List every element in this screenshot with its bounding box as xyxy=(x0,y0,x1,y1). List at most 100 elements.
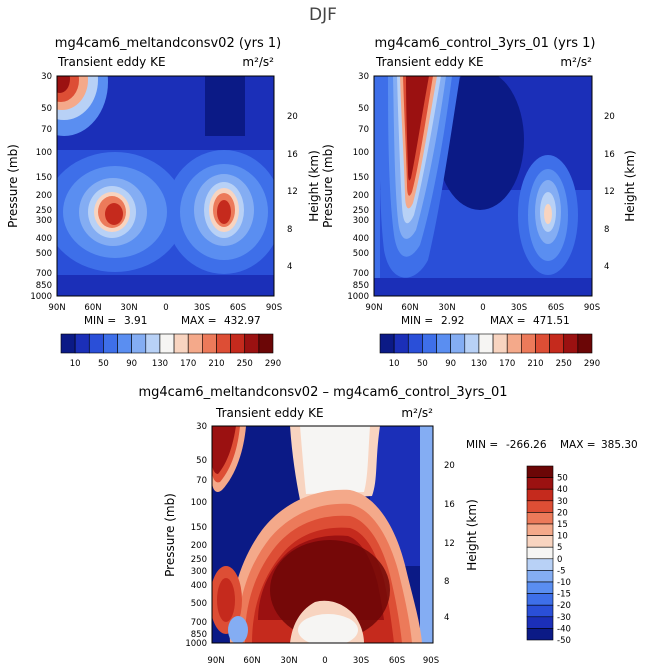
cb1-swatch-3 xyxy=(103,333,118,354)
cb2-swatch-9 xyxy=(506,333,522,354)
panel-3-title: mg4cam6_meltandconsv02 – mg4cam6_control… xyxy=(138,385,507,400)
p2-p-tick-250: 250 xyxy=(353,206,369,216)
cb1-swatch-9 xyxy=(187,333,203,354)
cb3-label-40: 40 xyxy=(557,485,568,495)
p2-x-tick-30n: 30N xyxy=(438,303,455,313)
cb3-swatch-13 xyxy=(526,616,554,629)
cb3-label-20: 20 xyxy=(557,508,568,518)
p1-p-tick-100: 100 xyxy=(36,148,52,158)
p1-p-tick-70: 70 xyxy=(41,125,52,135)
p2-min-label: MIN = xyxy=(401,315,433,327)
p1-p-ticks: 30 50 70 100 150 200 250 300 400 500 700… xyxy=(30,72,52,302)
p1-x-tick-0: 0 xyxy=(163,303,168,313)
p2-p-tick-30: 30 xyxy=(358,72,369,82)
cb1-label-290: 290 xyxy=(265,359,281,369)
p3-h-tick-4: 4 xyxy=(444,613,449,623)
p3-x-tick-30s: 30S xyxy=(353,656,369,666)
cb3-label-neg10: -10 xyxy=(557,578,571,588)
p2-p-tick-500: 500 xyxy=(353,249,369,259)
cb3-swatch-11 xyxy=(526,593,554,606)
panel-3: mg4cam6_meltandconsv02 – mg4cam6_control… xyxy=(138,385,637,666)
p3-p-tick-200: 200 xyxy=(191,541,207,551)
cb3-swatch-1 xyxy=(526,477,554,490)
cb1-label-130: 130 xyxy=(152,359,168,369)
p3-x-tick-0: 0 xyxy=(322,656,327,666)
p3-h-tick-12: 12 xyxy=(444,539,455,549)
cb1-label-210: 210 xyxy=(208,359,224,369)
p3-p-tick-1000: 1000 xyxy=(185,639,207,649)
p2-p-tick-150: 150 xyxy=(353,173,369,183)
panel-2-title: mg4cam6_control_3yrs_01 (yrs 1) xyxy=(375,36,596,51)
p3-x-tick-30n: 30N xyxy=(280,656,297,666)
cb1-swatch-7 xyxy=(159,333,175,354)
cb1-swatch-8 xyxy=(173,333,189,354)
cb2-swatch-8 xyxy=(492,333,508,354)
p2-p-tick-400: 400 xyxy=(353,234,369,244)
cb3-label-neg20: -20 xyxy=(557,601,571,611)
p3-p-tick-50: 50 xyxy=(196,456,207,466)
colorbar-2: 10 50 90 130 170 210 250 290 xyxy=(379,333,600,369)
p3-x-tick-60n: 60N xyxy=(243,656,260,666)
p3-p-tick-70: 70 xyxy=(196,476,207,486)
panel-3-frame xyxy=(211,425,434,644)
p1-p-tick-30: 30 xyxy=(41,72,52,82)
p1-p-tick-300: 300 xyxy=(36,216,52,226)
p3-polar-core xyxy=(212,426,236,474)
cb2-swatch-2 xyxy=(407,333,423,354)
cb2-label-210: 210 xyxy=(527,359,543,369)
cb1-label-10: 10 xyxy=(70,359,81,369)
p3-max-label: MAX = xyxy=(560,439,596,451)
cb3-swatch-5 xyxy=(526,523,554,536)
p1-min-label: MIN = xyxy=(84,315,116,327)
panel-1-title: mg4cam6_meltandconsv02 (yrs 1) xyxy=(55,36,281,51)
cb2-swatch-5 xyxy=(450,333,466,354)
p2-deep-core xyxy=(436,76,524,210)
panel-2-frame xyxy=(373,75,593,297)
p3-p-tick-700: 700 xyxy=(191,618,207,628)
p3-h-tick-8: 8 xyxy=(444,577,449,587)
p1-min-value: 3.91 xyxy=(124,315,147,327)
p3-min-label: MIN = xyxy=(466,439,498,451)
cb2-swatch-1 xyxy=(393,333,409,354)
p2-h-tick-8: 8 xyxy=(604,225,609,235)
p2-h-tick-16: 16 xyxy=(604,150,615,160)
p1-p-tick-150: 150 xyxy=(36,173,52,183)
p3-far-right-light xyxy=(420,426,433,643)
cb2-swatch-12 xyxy=(549,333,565,354)
p1-x-tick-90s: 90S xyxy=(266,303,282,313)
p2-p-tick-850: 850 xyxy=(353,281,369,291)
p2-h-ticks: 20 16 12 8 4 xyxy=(604,112,615,272)
cb3-swatch-7 xyxy=(526,546,554,560)
p3-p-tick-400: 400 xyxy=(191,581,207,591)
cb1-swatch-6 xyxy=(145,333,161,354)
cb2-swatch-7 xyxy=(478,333,494,354)
cb3-label-neg30: -30 xyxy=(557,613,571,623)
cb2-label-290: 290 xyxy=(584,359,600,369)
p1-h-ticks: 20 16 12 8 4 xyxy=(287,112,298,272)
p1-x-ticks: 90N 60N 30N 0 30S 60S 90S xyxy=(48,303,282,313)
p2-p-tick-1000: 1000 xyxy=(347,292,369,302)
p1-x-tick-90n: 90N xyxy=(48,303,65,313)
p1-max-value: 432.97 xyxy=(224,315,261,327)
cb1-swatch-14 xyxy=(258,333,274,354)
p1-polar-core xyxy=(57,76,70,93)
p2-x-tick-60s: 60S xyxy=(548,303,564,313)
cb2-label-10: 10 xyxy=(389,359,400,369)
cb1-swatch-1 xyxy=(74,333,90,354)
cb2-swatch-13 xyxy=(563,333,579,354)
p3-x-tick-60s: 60S xyxy=(389,656,405,666)
p1-max-label: MAX = xyxy=(181,315,217,327)
p3-ylabel: Pressure (mb) xyxy=(163,493,177,577)
cb1-swatch-0 xyxy=(60,333,76,354)
cb2-swatch-4 xyxy=(436,333,451,354)
p1-strat-gap xyxy=(205,76,245,136)
p2-x-tick-0: 0 xyxy=(480,303,485,313)
cb3-swatch-14 xyxy=(526,628,554,641)
p2-p-tick-70: 70 xyxy=(358,125,369,135)
p2-x-tick-90n: 90N xyxy=(365,303,382,313)
p2-ylabel: Pressure (mb) xyxy=(321,144,335,228)
panel-1-frame xyxy=(56,75,275,297)
cb1-swatch-2 xyxy=(88,333,104,354)
cb1-swatch-5 xyxy=(131,333,147,354)
